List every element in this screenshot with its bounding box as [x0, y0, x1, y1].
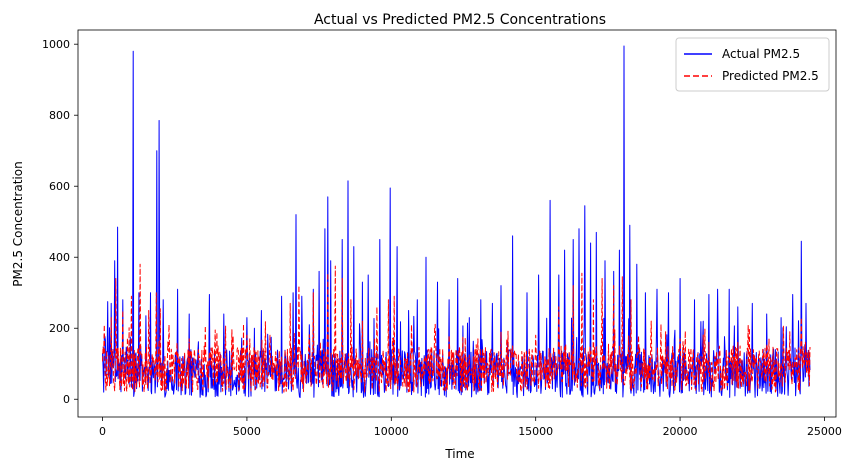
x-tick-label: 0	[99, 425, 106, 438]
plot-series-group	[102, 45, 811, 398]
legend: Actual PM2.5 Predicted PM2.5	[675, 37, 830, 92]
x-tick-label: 15000	[518, 425, 553, 438]
x-axis: 0 5000 10000 15000 20000 25000	[99, 417, 842, 438]
x-tick-label: 20000	[663, 425, 698, 438]
y-tick-label: 400	[49, 251, 70, 264]
y-tick-label: 200	[49, 322, 70, 335]
chart-title: Actual vs Predicted PM2.5 Concentrations	[314, 12, 606, 28]
y-axis-label: PM2.5 Concentration	[11, 161, 25, 286]
x-axis-label: Time	[444, 447, 474, 461]
x-tick-label: 5000	[233, 425, 261, 438]
y-axis: 0 200 400 600 800 1000	[42, 38, 78, 406]
x-tick-label: 25000	[807, 425, 842, 438]
legend-label-actual: Actual PM2.5	[722, 47, 800, 61]
series-line-predicted	[102, 263, 811, 393]
y-tick-label: 800	[49, 109, 70, 122]
x-tick-label: 10000	[374, 425, 409, 438]
y-tick-label: 600	[49, 180, 70, 193]
legend-box	[675, 37, 830, 92]
y-tick-label: 1000	[42, 38, 70, 51]
legend-label-predicted: Predicted PM2.5	[722, 69, 819, 83]
y-tick-label: 0	[63, 393, 70, 406]
